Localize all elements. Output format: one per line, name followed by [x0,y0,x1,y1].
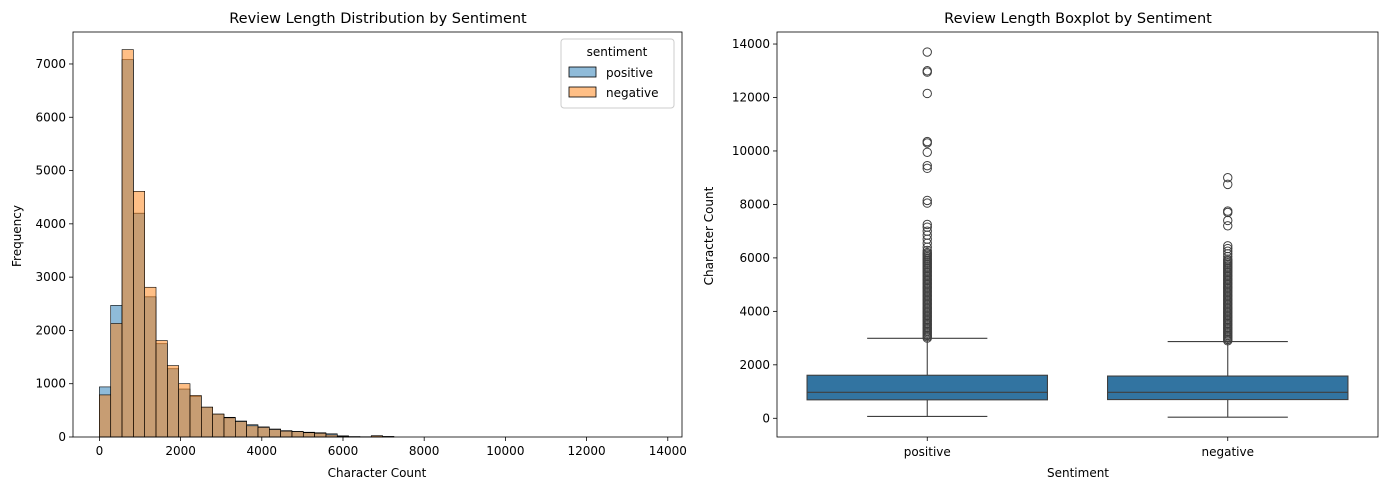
histogram-plot-frame [72,31,683,438]
boxplot-x-axis-label: Sentiment [1047,466,1109,480]
histogram-y-tick-label: 3000 [35,270,66,284]
boxplot-x-tick-label-negative: negative [1202,445,1254,459]
box-iqr [806,374,1048,401]
box-outlier-point [1223,206,1233,216]
box-outlier-point [1223,243,1233,254]
histogram-bar-negative [189,395,202,438]
histogram-bar-negative [121,49,134,438]
histogram-y-tick-label: 2000 [35,323,66,337]
box-outlier-point [922,245,932,256]
boxplot-y-tick-label: 14000 [732,37,770,51]
box-outlier-point [922,47,932,57]
histogram-x-tick-label: 12000 [567,444,605,458]
box-outlier-point [1223,172,1233,183]
histogram-y-tick-label: 1000 [35,377,66,391]
box-negative [1107,172,1349,418]
box-outlier-point [922,147,932,157]
boxplot-plot-frame [776,31,1379,438]
boxplot-y-tick-label: 12000 [732,90,770,104]
boxplot-marks [806,47,1349,418]
box-outlier-point [922,66,932,76]
histogram-y-axis-label: Frequency [10,205,24,267]
box-outlier-point [1223,241,1233,251]
histogram-bar-negative [280,430,293,438]
box-outlier-point [922,160,932,171]
histogram-bar-negative [223,417,236,438]
boxplot-y-tick-label: 8000 [739,197,770,211]
histogram-x-tick-label: 2000 [165,444,196,458]
boxplot-y-tick-label: 0 [762,411,770,425]
histogram-bar-negative [110,323,123,438]
boxplot-y-tick-label: 6000 [739,251,770,265]
histogram-x-ticks: 0 2000 4000 6000 8000 10000 12000 14000 [96,437,687,458]
box-positive [806,47,1048,417]
histogram-bar-negative [201,406,213,438]
histogram-bar-negative [212,413,225,438]
histogram-y-tick-label: 4000 [35,217,66,231]
histogram-bar-negative [155,340,168,438]
histogram-x-tick-label: 0 [96,444,104,458]
histogram-bar-negative [302,432,315,438]
histogram-bars [99,49,395,438]
histogram-chart: Review Length Distribution by Sentiment … [10,11,687,480]
histogram-legend: sentiment positive negative [560,38,675,109]
box-outlier-point [922,163,932,174]
boxplot-x-tick-label-positive: positive [904,445,951,459]
histogram-y-tick-label: 7000 [35,57,66,71]
box-outlier-point [922,195,932,206]
box-outlier-point [1223,246,1233,256]
box-outlier-point [922,219,932,230]
histogram-bar-negative [257,427,270,438]
box-outlier-point [1223,179,1233,190]
histogram-title: Review Length Distribution by Sentiment [229,11,527,27]
legend-label-positive: positive [606,66,653,80]
legend-swatch-negative [568,86,597,98]
histogram-x-tick-label: 10000 [486,444,524,458]
legend-title: sentiment [587,45,648,59]
histogram-x-axis-label: Character Count [328,466,427,480]
box-outlier-point [922,136,932,147]
histogram-bar-negative [314,432,327,438]
histogram-x-tick-label: 8000 [409,444,440,458]
histogram-y-tick-label: 6000 [35,110,66,124]
boxplot-y-tick-label: 10000 [732,144,770,158]
boxplot-title: Review Length Boxplot by Sentiment [944,11,1212,27]
histogram-bar-negative [178,383,191,438]
histogram-bar-negative [133,191,145,438]
legend-swatch-positive [568,66,597,78]
histogram-y-tick-label: 0 [58,430,66,444]
box-outlier-point [922,198,932,208]
histogram-bar-negative [144,286,157,438]
box-outlier-point [1223,221,1233,231]
histogram-bar-negative [291,431,304,438]
histogram-bar-negative [246,425,259,438]
histogram-y-ticks: 0 1000 2000 3000 4000 5000 6000 7000 [35,57,73,444]
histogram-y-tick-label: 5000 [35,164,66,178]
boxplot-x-ticks: positive negative [904,437,1254,459]
box-outlier-point [922,247,932,258]
boxplot-y-ticks: 0 2000 4000 6000 8000 10000 12000 14000 [732,37,777,425]
box-outlier-point [922,88,932,99]
box-outlier-point [922,222,932,232]
box-iqr [1107,375,1349,401]
legend-label-negative: negative [606,86,658,100]
boxplot-chart: Review Length Boxplot by Sentiment 0 2000… [702,11,1379,480]
boxplot-y-axis-label: Character Count [702,186,716,285]
histogram-x-tick-label: 4000 [247,444,278,458]
histogram-bar-negative [269,429,281,438]
histogram-x-tick-label: 6000 [328,444,359,458]
histogram-bar-negative [99,394,112,438]
histogram-bar-negative [235,421,247,438]
histogram-bar-negative [167,365,179,438]
histogram-x-tick-label: 14000 [649,444,687,458]
boxplot-y-tick-label: 4000 [739,304,770,318]
box-outlier-point [1223,215,1233,226]
boxplot-y-tick-label: 2000 [739,358,770,372]
box-outlier-point [922,226,932,236]
